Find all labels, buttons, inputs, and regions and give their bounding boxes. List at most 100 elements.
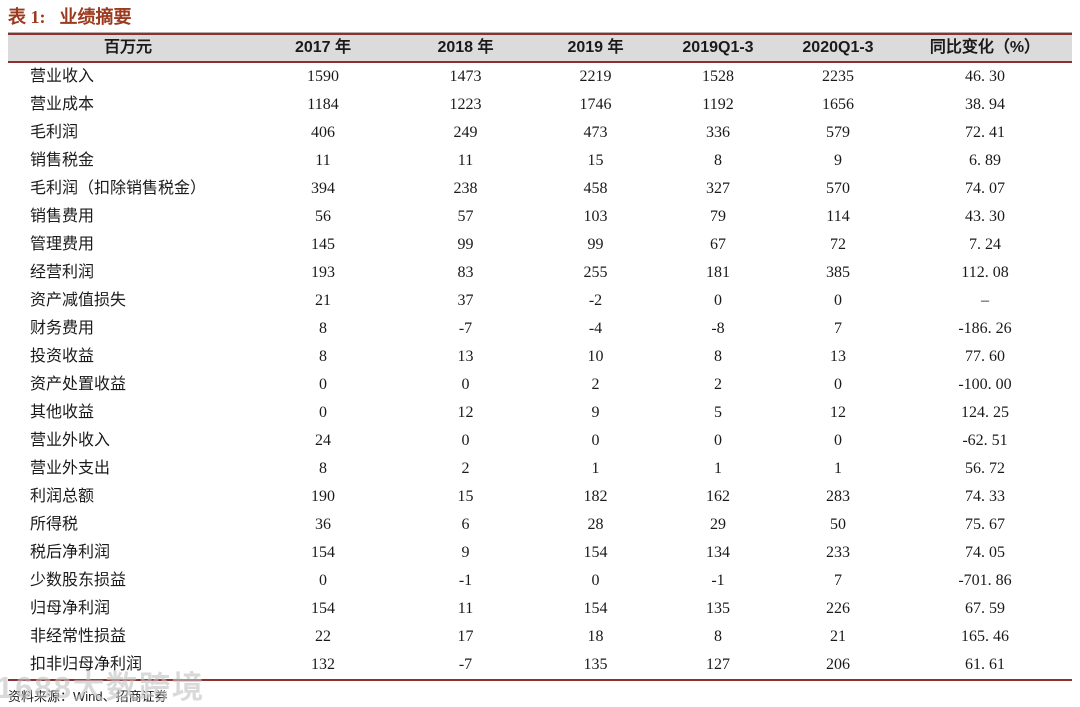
cell-yoy-change: 56. 72 <box>965 460 1005 477</box>
table-row: 利润总额 190 15 182 162 283 74. 33 <box>8 483 1072 511</box>
col-header-unit: 百万元 <box>103 39 152 56</box>
cell-2019q1-3: 1 <box>714 460 722 477</box>
cell-2020q1-3: 72 <box>830 236 846 253</box>
row-label: 资产处置收益 <box>30 376 127 393</box>
cell-2018: 99 <box>457 236 474 253</box>
cell-2017: 36 <box>315 516 331 533</box>
table-header-row: 百万元 2017 年 2018 年 2019 年 2019Q1-3 2020Q1… <box>8 33 1072 63</box>
cell-2019: 473 <box>583 124 608 141</box>
cell-2020q1-3: 2235 <box>822 68 854 85</box>
cell-2017: 8 <box>319 460 327 477</box>
cell-2019q1-3: -1 <box>711 572 725 589</box>
cell-2019: 9 <box>591 404 600 421</box>
cell-2017: 8 <box>319 320 327 337</box>
cell-2017: 8 <box>319 348 327 365</box>
cell-2019: 255 <box>583 264 608 281</box>
cell-2020q1-3: 283 <box>826 488 850 505</box>
cell-2019q1-3: 162 <box>706 488 730 505</box>
cell-yoy-change: 38. 94 <box>965 96 1005 113</box>
table-row: 其他收益 0 12 9 5 12 124. 25 <box>8 399 1072 427</box>
table-row: 投资收益 8 13 10 8 13 77. 60 <box>8 343 1072 371</box>
cell-2018: 15 <box>457 488 474 505</box>
table-title: 表 1: 业绩摘要 <box>8 4 132 30</box>
col-header-2020q1-3: 2020Q1-3 <box>802 39 874 56</box>
cell-yoy-change: 74. 05 <box>965 544 1005 561</box>
cell-2019q1-3: -8 <box>711 320 725 337</box>
row-label: 毛利润 <box>30 124 79 141</box>
table-row: 营业收入 1590 1473 2219 1528 2235 46. 30 <box>8 63 1072 91</box>
cell-2019: 15 <box>587 152 604 169</box>
row-label: 营业收入 <box>30 68 95 85</box>
cell-2019q1-3: 0 <box>714 432 722 449</box>
cell-yoy-change: 112. 08 <box>961 264 1009 281</box>
cell-2018: 17 <box>457 628 474 645</box>
cell-yoy-change: -100. 00 <box>958 376 1012 393</box>
cell-2020q1-3: 1 <box>834 460 842 477</box>
cell-2019: -2 <box>588 292 603 309</box>
cell-2018: 0 <box>461 376 470 393</box>
cell-2017: 193 <box>311 264 335 281</box>
cell-yoy-change: 75. 67 <box>965 516 1005 533</box>
col-header-2019q1-3: 2019Q1-3 <box>682 39 754 56</box>
cell-yoy-change: -186. 26 <box>958 320 1012 337</box>
cell-2018: 0 <box>461 432 470 449</box>
table-row: 营业成本 1184 1223 1746 1192 1656 38. 94 <box>8 91 1072 119</box>
cell-2019q1-3: 8 <box>714 348 722 365</box>
cell-2019q1-3: 79 <box>710 208 726 225</box>
cell-yoy-change: 165. 46 <box>961 628 1009 645</box>
cell-2017: 0 <box>319 572 327 589</box>
table-row: 财务费用 8 -7 -4 -8 7 -186. 26 <box>8 315 1072 343</box>
cell-2018: 1223 <box>449 96 482 113</box>
cell-2018: 13 <box>457 348 474 365</box>
col-header-2018: 2018 年 <box>437 39 494 56</box>
cell-2020q1-3: 50 <box>830 516 846 533</box>
cell-2019q1-3: 1528 <box>702 68 734 85</box>
cell-2017: 145 <box>311 236 335 253</box>
cell-2019q1-3: 135 <box>706 600 730 617</box>
cell-2017: 1184 <box>307 96 339 113</box>
cell-yoy-change: 43. 30 <box>965 208 1005 225</box>
cell-2020q1-3: 0 <box>834 432 842 449</box>
cell-2019: -4 <box>588 320 603 337</box>
cell-2018: 11 <box>457 152 474 169</box>
row-label: 销售费用 <box>30 208 95 225</box>
cell-2019q1-3: 0 <box>714 292 722 309</box>
table-row: 毛利润 406 249 473 336 579 72. 41 <box>8 119 1072 147</box>
table-row: 营业外支出 8 2 1 1 1 56. 72 <box>8 455 1072 483</box>
cell-yoy-change: 77. 60 <box>965 348 1005 365</box>
table-row: 销售费用 56 57 103 79 114 43. 30 <box>8 203 1072 231</box>
cell-2018: 1473 <box>449 68 482 85</box>
table-row: 管理费用 145 99 99 67 72 7. 24 <box>8 231 1072 259</box>
row-label: 毛利润（扣除销售税金） <box>30 180 207 197</box>
cell-2020q1-3: 114 <box>826 208 850 225</box>
cell-2017: 406 <box>311 124 335 141</box>
cell-2018: -7 <box>458 320 473 337</box>
row-label: 销售税金 <box>30 152 95 169</box>
cell-2020q1-3: 21 <box>830 628 846 645</box>
cell-2019: 2 <box>591 376 600 393</box>
row-label: 扣非归母净利润 <box>30 656 143 673</box>
cell-2019: 28 <box>587 516 604 533</box>
col-header-yoy: 同比变化（%） <box>929 39 1041 56</box>
table-row: 所得税 36 6 28 29 50 75. 67 <box>8 511 1072 539</box>
source-value: Wind、招商证券 <box>73 689 168 704</box>
cell-2017: 24 <box>315 432 331 449</box>
cell-2017: 22 <box>315 628 331 645</box>
cell-2017: 132 <box>311 656 335 673</box>
cell-2020q1-3: 233 <box>826 544 850 561</box>
cell-yoy-change: 6. 89 <box>969 152 1001 169</box>
row-label: 税后净利润 <box>30 544 111 561</box>
cell-2018: 37 <box>457 292 474 309</box>
cell-2019: 1 <box>591 460 600 477</box>
cell-2017: 154 <box>311 600 335 617</box>
cell-2020q1-3: 7 <box>834 572 842 589</box>
cell-yoy-change: 74. 07 <box>965 180 1005 197</box>
cell-yoy-change: 7. 24 <box>969 236 1001 253</box>
cell-yoy-change: 46. 30 <box>965 68 1005 85</box>
row-label: 资产减值损失 <box>30 292 127 309</box>
row-label: 归母净利润 <box>30 600 111 617</box>
cell-2019q1-3: 336 <box>706 124 730 141</box>
row-label: 管理费用 <box>30 236 95 253</box>
cell-2018: 12 <box>457 404 474 421</box>
